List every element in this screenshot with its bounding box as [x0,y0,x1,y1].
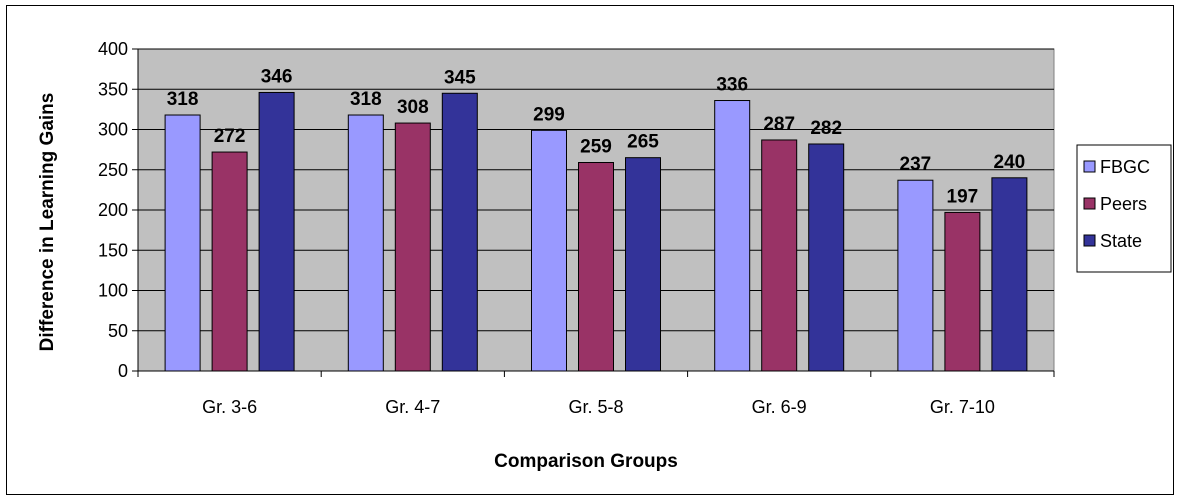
data-label: 345 [444,67,476,88]
x-tick-label: Gr. 6-9 [752,397,807,417]
bar-state [808,143,845,372]
x-tick-label: Gr. 5-8 [568,397,623,417]
data-label: 237 [900,154,932,175]
x-tick-labels: Gr. 3-6 Gr. 4-7 Gr. 5-8 Gr. 6-9 Gr. 7-10 [202,397,995,417]
legend: FBGC Peers State [1076,144,1172,273]
bar-state [625,157,661,372]
bar-peers [211,151,248,372]
data-labels: 318 272 346 318 308 345 299 259 265 336 287 282 237 1… [167,66,1026,207]
y-tick-label: 200 [98,200,128,220]
y-tick-label: 150 [98,240,128,260]
axes [132,48,1055,377]
bar-state [441,92,478,372]
bar-state [258,91,295,372]
x-axis-title: Comparison Groups [494,451,678,472]
y-tick-label: 0 [118,361,128,381]
y-tick-label: 400 [98,39,128,59]
x-tick-label: Gr. 4-7 [385,397,440,417]
data-label: 299 [533,104,565,125]
bar-fbgc [347,114,384,372]
data-label: 197 [947,186,979,207]
bars [164,91,1028,372]
bar-peers [578,162,614,372]
data-label: 272 [214,126,246,147]
legend-swatch-peers [1083,197,1096,210]
bar-fbgc [531,129,567,372]
data-label: 346 [261,66,293,87]
bar-peers [944,211,981,372]
x-tick-label: Gr. 7-10 [930,397,995,417]
bar-state [991,177,1028,372]
data-label: 287 [763,114,795,135]
y-axis-title: Difference in Learning Gains [37,93,58,352]
y-tick-label: 100 [98,281,128,301]
legend-swatch-state [1083,234,1096,247]
legend-label: FBGC [1100,157,1150,177]
legend-label: Peers [1100,194,1147,214]
data-label: 240 [994,152,1026,173]
data-label: 282 [810,118,842,139]
data-label: 259 [580,137,612,158]
y-tick-labels: 0 50 100 150 200 250 300 350 400 [98,39,128,381]
bar-peers [394,122,431,372]
bar-fbgc [164,114,201,372]
y-tick-label: 50 [108,321,128,341]
legend-swatch-fbgc [1083,160,1096,173]
legend-label: State [1100,231,1142,251]
bar-fbgc [714,100,751,372]
data-label: 336 [716,75,748,96]
y-tick-label: 300 [98,120,128,140]
bar-fbgc [897,179,934,372]
data-label: 318 [350,89,382,110]
x-tick-label: Gr. 3-6 [202,397,257,417]
bar-peers [761,139,798,372]
data-label: 265 [627,132,659,153]
y-tick-label: 350 [98,79,128,99]
y-tick-label: 250 [98,160,128,180]
data-label: 308 [397,97,429,118]
data-label: 318 [167,89,199,110]
